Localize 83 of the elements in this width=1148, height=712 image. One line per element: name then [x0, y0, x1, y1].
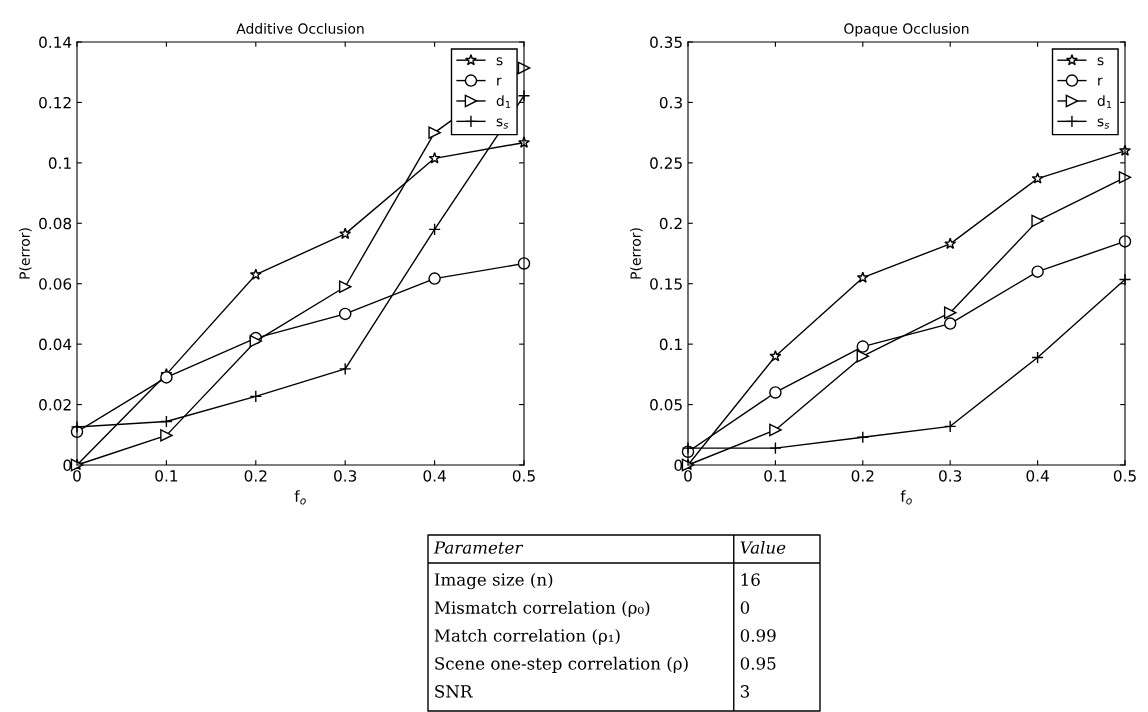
point — [338, 362, 352, 376]
x-tick-label: 0.1 — [155, 470, 178, 482]
legend-label: d$_{1}$ — [496, 95, 511, 109]
y-tick-label: 0.15 — [650, 278, 682, 290]
y-tick-label: 0.12 — [39, 96, 71, 109]
x-tick-label: 0.3 — [334, 470, 357, 482]
x-tick-label: 0.4 — [423, 470, 446, 482]
text: Image size (n) — [434, 572, 553, 590]
point — [1031, 172, 1044, 184]
point — [339, 227, 352, 240]
point — [769, 441, 782, 455]
point — [856, 271, 869, 283]
point — [428, 272, 441, 285]
x-tick-label: 0.1 — [764, 470, 787, 482]
point — [249, 268, 262, 280]
y-tick-label: 0.14 — [39, 36, 72, 49]
point — [943, 420, 957, 433]
x-axis-title: f$_{o}$ — [900, 490, 912, 505]
y-tick-label: 0.3 — [659, 96, 682, 109]
text: 0.99 — [740, 629, 776, 642]
point — [943, 306, 957, 319]
y-axis-title: P(error) — [19, 228, 32, 279]
chart-title: Opaque Occlusion — [844, 23, 969, 37]
point — [338, 280, 352, 293]
point — [338, 307, 352, 321]
legend-label: s — [1097, 57, 1104, 66]
point — [160, 415, 173, 428]
y-tick-label: 0.05 — [650, 399, 682, 411]
text: 0 — [740, 601, 750, 614]
point — [1031, 351, 1044, 364]
y-tick-label: 0.08 — [39, 217, 72, 230]
legend-label: s$_{s}$ — [496, 118, 509, 129]
text: Match correlation (ρ₁) — [434, 628, 620, 646]
x-tick-label: 0.2 — [851, 470, 874, 482]
x-axis-title: f$_{o}$ — [294, 490, 306, 505]
text: Parameter — [433, 541, 524, 554]
y-tick-label: 0.06 — [39, 278, 72, 290]
y-tick-label: 0.35 — [650, 36, 682, 49]
point — [160, 371, 173, 384]
point — [428, 152, 441, 164]
point — [943, 317, 957, 330]
legend-label: s — [496, 57, 503, 66]
y-tick-label: 0.2 — [659, 217, 682, 230]
text: 0.95 — [740, 657, 776, 670]
y-axis-title: P(error) — [630, 228, 643, 279]
x-tick-label: 0.4 — [1026, 470, 1049, 482]
y-tick-label: 0.04 — [39, 338, 72, 351]
y-tick-label: 0 — [63, 459, 72, 472]
x-tick-label: 0.5 — [1113, 470, 1136, 482]
point — [249, 390, 263, 403]
point — [428, 126, 441, 139]
text: 16 — [741, 573, 760, 586]
y-tick-label: 0.02 — [39, 399, 71, 411]
point — [856, 349, 870, 363]
point — [1031, 214, 1044, 228]
text: SNR — [435, 685, 473, 698]
x-tick-label: 0 — [73, 470, 81, 482]
point — [769, 423, 782, 437]
x-tick-label: 0.3 — [939, 470, 962, 482]
x-tick-label: 0.5 — [512, 470, 535, 482]
y-tick-label: 0.25 — [650, 157, 682, 169]
legend-label: d$_{1}$ — [1097, 95, 1112, 109]
text: Scene one-step correlation (ρ) — [435, 656, 688, 673]
legend-label: r — [497, 77, 502, 86]
x-tick-label: 0 — [684, 470, 692, 482]
y-tick-label: 0.1 — [659, 338, 682, 351]
point — [856, 430, 870, 444]
y-tick-label: 0.1 — [48, 157, 71, 169]
chart-title: Additive Occlusion — [236, 23, 364, 34]
text: Value — [740, 540, 786, 554]
point — [769, 349, 782, 362]
text: 3 — [740, 685, 750, 698]
point — [160, 429, 173, 442]
legend-label: r — [1098, 77, 1103, 86]
legend-label: s$_{s}$ — [1097, 118, 1110, 129]
point — [428, 223, 441, 236]
point — [769, 386, 782, 399]
x-tick-label: 0.2 — [244, 470, 267, 482]
text: Mismatch correlation (ρ₀) — [434, 600, 650, 618]
point — [1031, 265, 1044, 278]
point — [944, 237, 957, 250]
point — [856, 340, 870, 353]
y-tick-label: 0 — [674, 459, 683, 472]
